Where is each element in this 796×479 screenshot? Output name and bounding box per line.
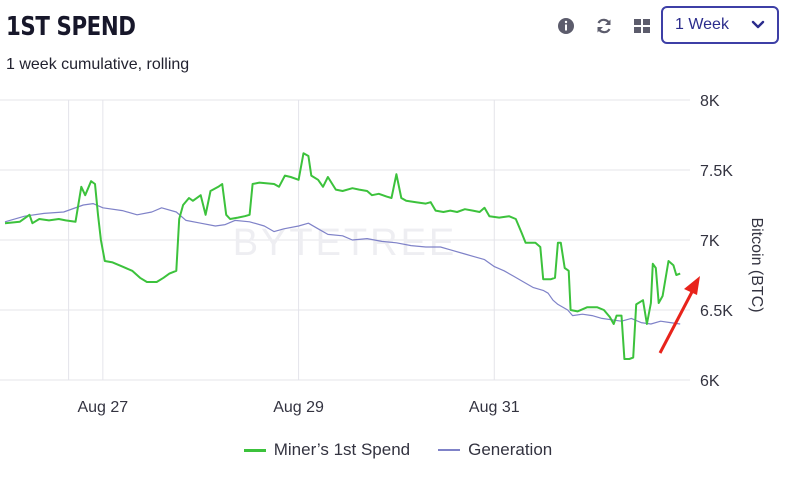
annotation-arrow bbox=[658, 276, 700, 354]
series-line-miners-1st-spend bbox=[4, 152, 681, 360]
y-axis-label: Bitcoin (BTC) bbox=[748, 217, 765, 312]
y-tick-label: 6K bbox=[700, 373, 720, 390]
y-axis-ticks: 6K 6.5K 7K 7.5K 8K bbox=[700, 93, 733, 390]
timeframe-select[interactable]: 1 Week bbox=[661, 6, 779, 44]
x-tick-label: Aug 29 bbox=[273, 399, 324, 416]
legend-item-blue[interactable]: Generation bbox=[438, 440, 552, 460]
chart-series bbox=[4, 152, 681, 360]
chart-subtitle: 1 week cumulative, rolling bbox=[6, 56, 190, 73]
legend-label: Generation bbox=[468, 440, 553, 459]
y-tick-label: 6.5K bbox=[700, 303, 733, 320]
y-tick-label: 7.5K bbox=[700, 163, 733, 180]
info-icon[interactable] bbox=[556, 16, 576, 36]
refresh-icon[interactable] bbox=[594, 16, 614, 36]
chart-legend: Miner’s 1st Spend Generation bbox=[0, 440, 796, 460]
legend-item-green[interactable]: Miner’s 1st Spend bbox=[243, 440, 411, 460]
legend-swatch bbox=[243, 448, 266, 452]
chevron-down-icon bbox=[751, 20, 765, 29]
series-line-generation bbox=[4, 203, 681, 325]
timeframe-select-value: 1 Week bbox=[675, 16, 729, 33]
watermark: BYTETREE bbox=[233, 222, 458, 264]
y-tick-label: 8K bbox=[700, 93, 720, 110]
legend-swatch bbox=[438, 449, 461, 451]
x-axis-ticks: Aug 27 Aug 29 Aug 31 bbox=[77, 399, 519, 416]
y-tick-label: 7K bbox=[700, 233, 720, 250]
legend-label: Miner’s 1st Spend bbox=[273, 440, 411, 459]
chart-title: 1ST SPEND bbox=[6, 12, 136, 42]
grid-icon[interactable] bbox=[632, 16, 652, 36]
x-tick-label: Aug 31 bbox=[469, 399, 520, 416]
x-tick-label: Aug 27 bbox=[77, 399, 128, 416]
